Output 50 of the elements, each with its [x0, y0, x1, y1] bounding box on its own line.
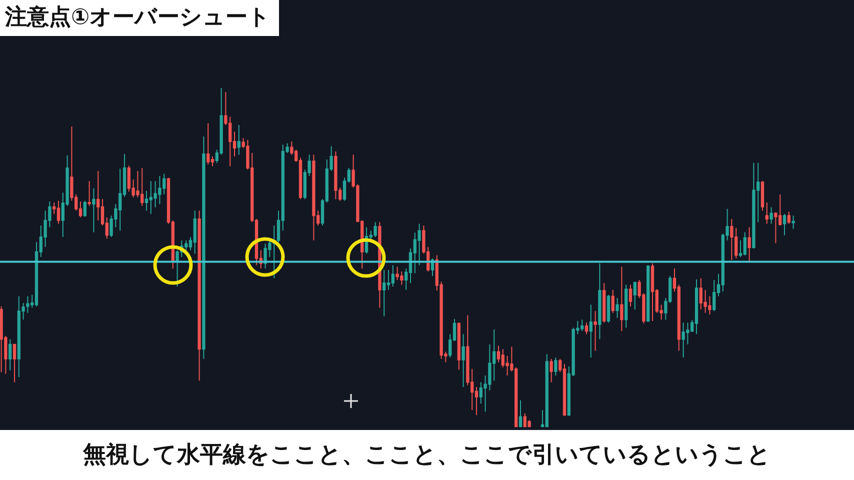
- candlestick: [88, 180, 91, 206]
- candlestick: [554, 357, 558, 376]
- candlestick: [620, 266, 624, 332]
- candlestick: [312, 154, 316, 241]
- candlestick: [462, 334, 465, 388]
- candlestick: [765, 202, 768, 224]
- candlestick: [589, 304, 592, 358]
- candlestick: [616, 297, 619, 318]
- candlestick: [56, 200, 60, 224]
- candlestick: [752, 162, 756, 250]
- candlestick: [545, 354, 548, 428]
- candlestick: [12, 344, 16, 383]
- candlestick: [760, 180, 764, 212]
- candlestick: [792, 215, 795, 230]
- candlestick: [550, 358, 553, 383]
- candlestick: [198, 210, 201, 382]
- candlestick: [787, 211, 790, 224]
- candlestick: [457, 322, 460, 370]
- candlestick: [382, 269, 386, 317]
- candlestick: [8, 338, 12, 371]
- candlestick: [628, 284, 632, 307]
- candlestick: [334, 150, 338, 200]
- candlestick: [193, 210, 196, 254]
- candlestick: [611, 289, 614, 314]
- candlestick: [633, 281, 636, 310]
- candlestick: [391, 264, 394, 287]
- candlestick: [770, 206, 773, 224]
- candlestick: [374, 222, 377, 238]
- chart-title: 注意点①オーバーシュート: [0, 0, 279, 36]
- candlestick: [518, 400, 522, 428]
- candlestick: [602, 282, 606, 324]
- candlestick: [594, 310, 597, 352]
- candlestick: [584, 322, 588, 335]
- candlestick: [646, 264, 650, 322]
- candlestick: [782, 213, 786, 236]
- candlestick: [748, 226, 751, 262]
- candlestick: [606, 294, 610, 324]
- candlestick: [83, 200, 86, 218]
- candlestick: [562, 363, 566, 416]
- candlestick: [206, 122, 210, 166]
- candlestick: [730, 218, 734, 261]
- text: 無視して水平線をここと、ここと、ここで引いているということ: [0, 430, 854, 480]
- candlestick: [694, 278, 698, 335]
- candlestick: [743, 232, 746, 256]
- candlestick: [624, 284, 628, 328]
- candlestick: [598, 262, 602, 340]
- candlestick: [202, 136, 206, 360]
- candlestick: [237, 124, 240, 156]
- candlestick: [92, 188, 96, 233]
- candlestick: [650, 262, 654, 322]
